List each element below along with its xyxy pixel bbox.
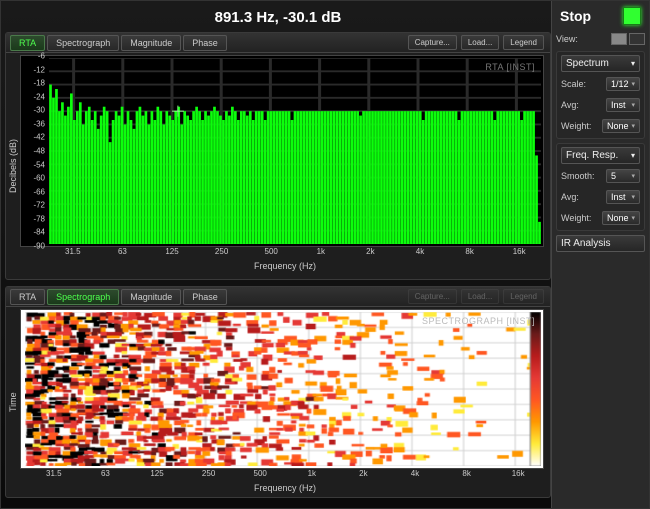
avg2-label: Avg: xyxy=(561,192,579,202)
rta-tabs: RTA Spectrograph Magnitude Phase Capture… xyxy=(6,33,550,53)
rta-panel: RTA Spectrograph Magnitude Phase Capture… xyxy=(5,32,551,280)
side-panel: Stop View: Spectrum▾ Scale: 1/12▾ Avg: I… xyxy=(551,1,649,508)
load2-button[interactable]: Load... xyxy=(461,289,499,304)
rta-ylabel: Decibels (dB) xyxy=(6,53,20,279)
view-split-button[interactable] xyxy=(611,33,627,45)
tab-spectrograph[interactable]: Spectrograph xyxy=(47,35,119,51)
load-button[interactable]: Load... xyxy=(461,35,499,50)
tab-magnitude[interactable]: Magnitude xyxy=(121,35,181,51)
tab-phase[interactable]: Phase xyxy=(183,35,227,51)
spectrum-section-header[interactable]: Spectrum▾ xyxy=(561,55,640,72)
smooth-label: Smooth: xyxy=(561,171,595,181)
weight2-label: Weight: xyxy=(561,213,591,223)
tab2-magnitude[interactable]: Magnitude xyxy=(121,289,181,305)
readout-title: 891.3 Hz, -30.1 dB xyxy=(5,5,551,32)
spectro-panel: RTA Spectrograph Magnitude Phase Capture… xyxy=(5,286,551,498)
legend-button[interactable]: Legend xyxy=(503,35,544,50)
tab2-phase[interactable]: Phase xyxy=(183,289,227,305)
tab2-rta[interactable]: RTA xyxy=(10,289,45,305)
weight-dropdown[interactable]: None▾ xyxy=(602,119,640,133)
tab2-spectrograph[interactable]: Spectrograph xyxy=(47,289,119,305)
freqresp-section-header[interactable]: Freq. Resp.▾ xyxy=(561,147,640,164)
avg-label: Avg: xyxy=(561,100,579,110)
rta-xlabel: Frequency (Hz) xyxy=(20,259,550,275)
avg-dropdown[interactable]: Inst▾ xyxy=(606,98,640,112)
capture-button[interactable]: Capture... xyxy=(408,35,457,50)
spectro-overlay-label: SPECTROGRAPH [INST] xyxy=(422,316,535,326)
chevron-down-icon: ▾ xyxy=(631,151,635,160)
spectro-xlabel: Frequency (Hz) xyxy=(20,481,550,497)
spectro-plot[interactable]: SPECTROGRAPH [INST] xyxy=(20,309,544,469)
rta-plot[interactable]: -6-12-18-24-30-36-42-48-54-60-66-72-78-8… xyxy=(20,55,544,247)
spectro-ylabel: Time xyxy=(6,307,20,497)
spectro-tabs: RTA Spectrograph Magnitude Phase Capture… xyxy=(6,287,550,307)
weight2-dropdown[interactable]: None▾ xyxy=(602,211,640,225)
smooth-dropdown[interactable]: 5▾ xyxy=(606,169,640,183)
scale-dropdown[interactable]: 1/12▾ xyxy=(606,77,640,91)
avg2-dropdown[interactable]: Inst▾ xyxy=(606,190,640,204)
capture2-button[interactable]: Capture... xyxy=(408,289,457,304)
tab-rta[interactable]: RTA xyxy=(10,35,45,51)
view-single-button[interactable] xyxy=(629,33,645,45)
chevron-down-icon: ▾ xyxy=(631,59,635,68)
iranalysis-section-header[interactable]: IR Analysis xyxy=(556,235,645,252)
rta-overlay-label: RTA [INST] xyxy=(485,62,535,72)
weight-label: Weight: xyxy=(561,121,591,131)
scale-label: Scale: xyxy=(561,79,586,89)
run-indicator-icon xyxy=(623,7,641,25)
stop-button[interactable]: Stop xyxy=(560,8,591,24)
legend2-button[interactable]: Legend xyxy=(503,289,544,304)
view-label: View: xyxy=(556,34,578,44)
